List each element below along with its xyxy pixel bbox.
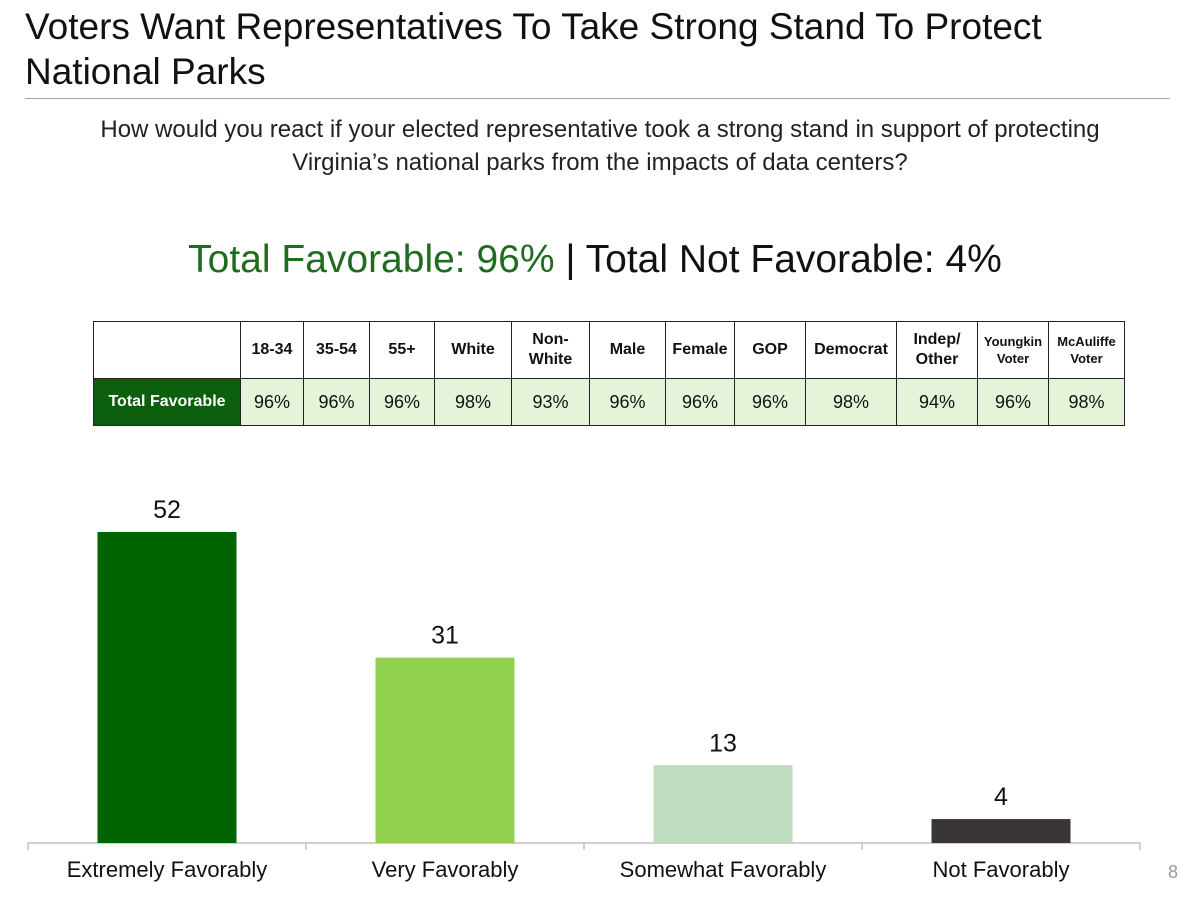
- cell-value: 98%: [1048, 378, 1125, 426]
- cell-value: 96%: [369, 378, 435, 426]
- cell-value: 96%: [303, 378, 370, 426]
- cell-value: 96%: [589, 378, 666, 426]
- crosstab-corner: [93, 321, 241, 379]
- bar: [375, 657, 515, 843]
- bar-value-label: 31: [431, 622, 459, 650]
- cell-value: 96%: [240, 378, 304, 426]
- category-label: Somewhat Favorably: [620, 857, 827, 882]
- cell-value: 93%: [511, 378, 590, 426]
- crosstab-data-row: Total Favorable 96% 96% 96% 98% 93% 96% …: [93, 378, 1125, 426]
- crosstab-header-row: 18-34 35-54 55+ White Non-White Male Fem…: [93, 321, 1125, 379]
- total-not-favorable: Total Not Favorable: 4%: [585, 238, 1002, 281]
- crosstab-table: 18-34 35-54 55+ White Non-White Male Fem…: [93, 321, 1125, 426]
- col-header: 55+: [369, 321, 435, 379]
- col-header: 18-34: [240, 321, 304, 379]
- col-header: Democrat: [805, 321, 897, 379]
- category-label: Extremely Favorably: [67, 857, 268, 882]
- cell-value: 96%: [977, 378, 1049, 426]
- bar-value-label: 4: [994, 783, 1008, 811]
- col-header: Female: [665, 321, 735, 379]
- category-label: Not Favorably: [933, 857, 1070, 882]
- page-number: 8: [1168, 862, 1179, 882]
- col-header: 35-54: [303, 321, 370, 379]
- col-header: McAuliffe Voter: [1048, 321, 1125, 379]
- survey-question: How would you react if your elected repr…: [100, 116, 1100, 176]
- cell-value: 96%: [665, 378, 735, 426]
- bar: [931, 819, 1071, 843]
- headline-totals: Total Favorable: 96% | Total Not Favorab…: [0, 238, 1190, 282]
- cell-value: 98%: [434, 378, 512, 426]
- title-divider: [25, 98, 1170, 99]
- col-header: White: [434, 321, 512, 379]
- col-header: Non-White: [511, 321, 590, 379]
- bar-value-label: 52: [153, 496, 181, 524]
- col-header: Youngkin Voter: [977, 321, 1049, 379]
- category-label: Very Favorably: [372, 857, 519, 882]
- total-favorable: Total Favorable: 96%: [188, 238, 555, 281]
- bar-chart: 52 Extremely Favorably 31 Very Favorably 13 S…: [27, 496, 1141, 882]
- cell-value: 94%: [896, 378, 978, 426]
- bar-value-label: 13: [709, 729, 737, 757]
- slide-title: Voters Want Representatives To Take Stro…: [25, 6, 1042, 92]
- col-header: GOP: [734, 321, 806, 379]
- cell-value: 96%: [734, 378, 806, 426]
- bar: [97, 532, 237, 843]
- col-header: Indep/ Other: [896, 321, 978, 379]
- cell-value: 98%: [805, 378, 897, 426]
- row-header: Total Favorable: [93, 378, 241, 426]
- headline-separator: |: [554, 238, 586, 281]
- bar: [653, 765, 793, 843]
- col-header: Male: [589, 321, 666, 379]
